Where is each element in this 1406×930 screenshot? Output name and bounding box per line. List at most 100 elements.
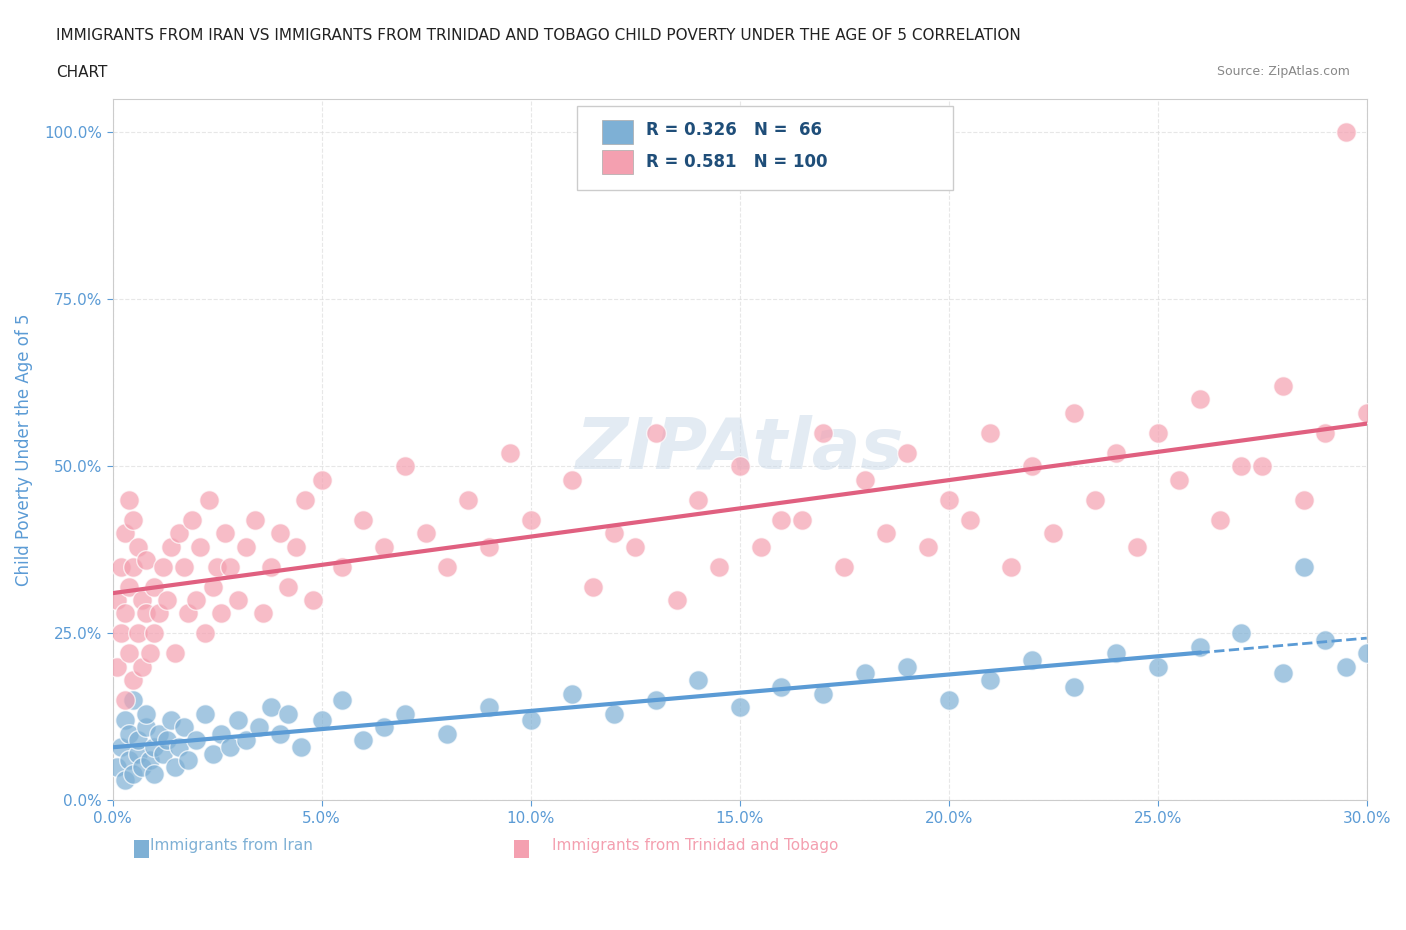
Point <box>131 592 153 607</box>
Point <box>127 539 149 554</box>
Point <box>813 425 835 440</box>
Point <box>1209 512 1232 527</box>
Point <box>214 525 236 540</box>
Point <box>243 512 266 527</box>
Point <box>114 773 136 788</box>
Point <box>1021 458 1043 473</box>
Point <box>728 699 751 714</box>
Point <box>209 726 232 741</box>
Point <box>1272 666 1295 681</box>
Point <box>197 492 219 507</box>
Point <box>436 559 458 574</box>
Point <box>373 539 395 554</box>
Point <box>1334 659 1357 674</box>
Point <box>152 746 174 761</box>
Point <box>127 733 149 748</box>
Point <box>127 746 149 761</box>
Text: Immigrants from Iran: Immigrants from Iran <box>150 838 314 853</box>
Point <box>143 766 166 781</box>
Point <box>1146 425 1168 440</box>
Point <box>131 659 153 674</box>
Point <box>1251 458 1274 473</box>
FancyBboxPatch shape <box>602 120 633 144</box>
Point <box>979 672 1001 687</box>
Point <box>260 559 283 574</box>
Point <box>122 559 145 574</box>
Point <box>603 706 626 721</box>
Point <box>122 512 145 527</box>
Point <box>478 539 501 554</box>
Point <box>1021 653 1043 668</box>
Point <box>135 606 157 621</box>
Point <box>1167 472 1189 487</box>
Point <box>118 726 141 741</box>
Point <box>290 739 312 754</box>
Point <box>118 646 141 661</box>
Point <box>114 525 136 540</box>
Point <box>218 739 240 754</box>
Point <box>105 592 128 607</box>
Point <box>1084 492 1107 507</box>
Point <box>1188 392 1211 407</box>
Point <box>135 706 157 721</box>
Point <box>1292 559 1315 574</box>
Point <box>1188 639 1211 654</box>
Point <box>135 552 157 567</box>
Point <box>603 525 626 540</box>
Point <box>247 720 270 735</box>
Point <box>1230 626 1253 641</box>
Point <box>209 606 232 621</box>
Point <box>311 472 333 487</box>
Point <box>235 539 257 554</box>
Point <box>169 525 191 540</box>
Text: IMMIGRANTS FROM IRAN VS IMMIGRANTS FROM TRINIDAD AND TOBAGO CHILD POVERTY UNDER : IMMIGRANTS FROM IRAN VS IMMIGRANTS FROM … <box>56 28 1021 43</box>
Point <box>332 693 354 708</box>
Point <box>201 746 224 761</box>
Point <box>186 733 208 748</box>
Point <box>110 626 132 641</box>
Point <box>177 753 200 768</box>
Point <box>832 559 855 574</box>
Point <box>875 525 897 540</box>
Point <box>165 646 187 661</box>
Point <box>156 592 179 607</box>
Point <box>853 666 876 681</box>
Point <box>645 693 668 708</box>
Point <box>478 699 501 714</box>
Point <box>561 472 583 487</box>
Point <box>148 606 170 621</box>
Point <box>193 706 215 721</box>
Point <box>269 525 291 540</box>
Point <box>332 559 354 574</box>
Point <box>186 592 208 607</box>
FancyBboxPatch shape <box>576 106 953 190</box>
Point <box>139 646 162 661</box>
Point <box>118 579 141 594</box>
Point <box>160 539 183 554</box>
Point <box>110 559 132 574</box>
Point <box>105 760 128 775</box>
Point <box>181 512 204 527</box>
Point <box>173 720 195 735</box>
Point <box>394 706 416 721</box>
Point <box>114 712 136 727</box>
Point <box>770 680 793 695</box>
Point <box>749 539 772 554</box>
Point <box>131 760 153 775</box>
Point <box>226 712 249 727</box>
Point <box>792 512 814 527</box>
Text: Source: ZipAtlas.com: Source: ZipAtlas.com <box>1216 65 1350 78</box>
Point <box>143 626 166 641</box>
Point <box>1000 559 1022 574</box>
Point <box>519 512 541 527</box>
Text: R = 0.326   N =  66: R = 0.326 N = 66 <box>645 121 821 140</box>
Point <box>122 766 145 781</box>
Text: CHART: CHART <box>56 65 108 80</box>
Point <box>235 733 257 748</box>
Point <box>139 753 162 768</box>
Point <box>979 425 1001 440</box>
Point <box>118 492 141 507</box>
Point <box>352 512 374 527</box>
Point <box>122 672 145 687</box>
Point <box>165 760 187 775</box>
